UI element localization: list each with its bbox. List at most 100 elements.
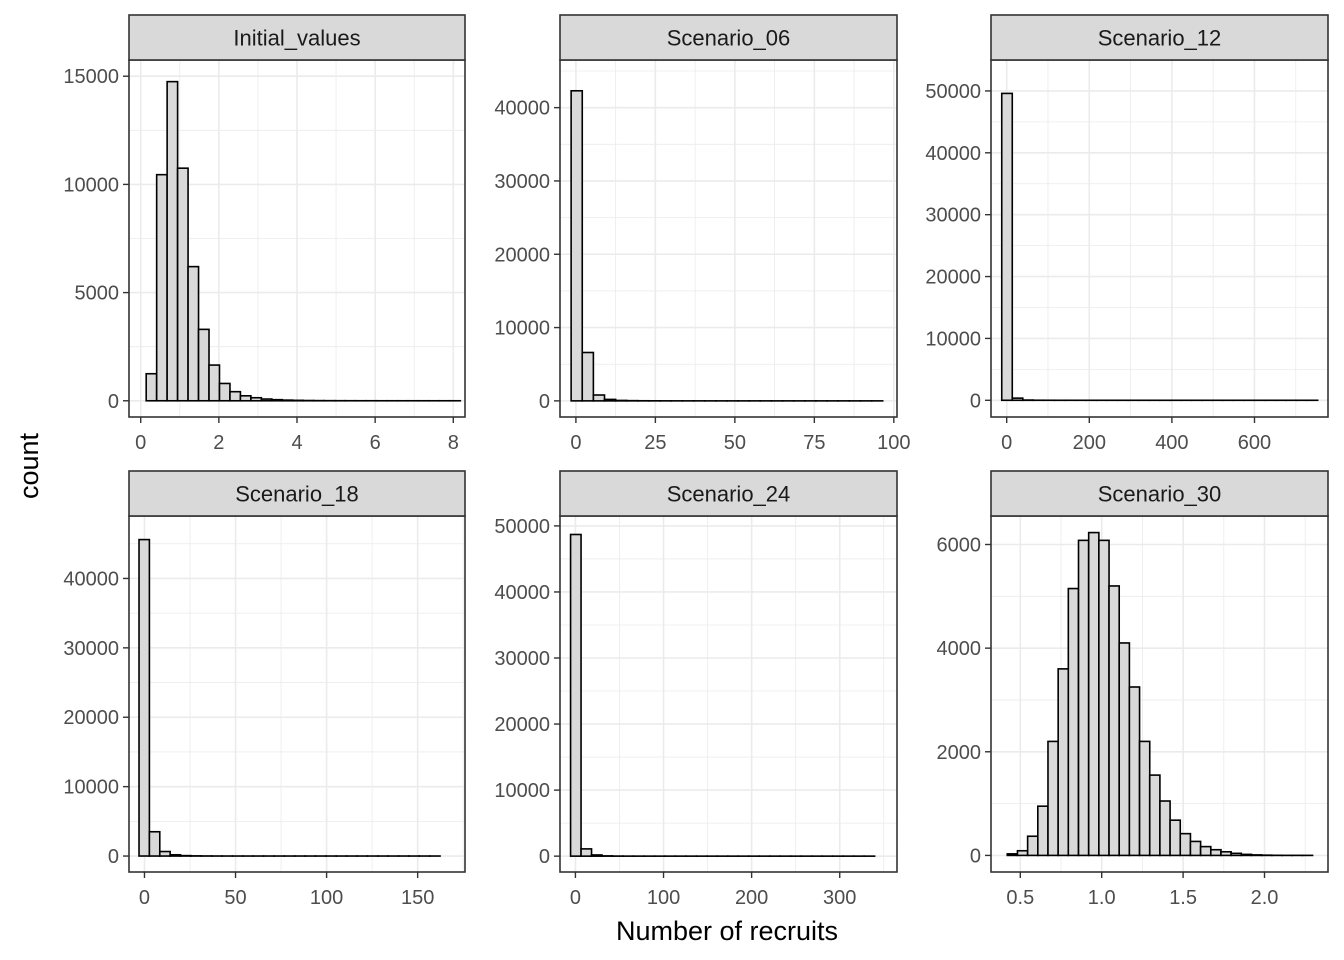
y-tick-label: 6000 (937, 535, 982, 557)
histogram-bar (1077, 539, 1090, 857)
y-tick-label: 30000 (925, 205, 981, 227)
histogram-bar (1138, 740, 1151, 857)
histogram-bar (197, 328, 210, 402)
x-tick-label: 1.0 (1088, 887, 1116, 909)
panel-initial-values: Initial_values 0 2 4 6 8 0 5000 10000 15000 (63, 14, 466, 454)
facet-title: Initial_values (233, 26, 360, 51)
facet-title: Scenario_30 (1098, 482, 1222, 507)
facet-title: Scenario_18 (235, 482, 359, 507)
y-tick-label: 30000 (494, 648, 550, 670)
x-tick-label: 25 (644, 432, 666, 454)
x-tick-label: 75 (803, 432, 825, 454)
facet-strip (559, 470, 898, 517)
histogram-bar (208, 364, 221, 402)
y-tick-label: 4000 (937, 638, 982, 660)
x-tick-label: 400 (1155, 432, 1188, 454)
x-tick-label: 8 (448, 432, 459, 454)
facet-title: Scenario_06 (667, 26, 791, 51)
histogram-bar (569, 533, 582, 857)
histogram-bar (1159, 800, 1171, 857)
histogram-bar (1067, 587, 1080, 857)
panel-scenario-06: Scenario_06 0 25 50 75 100 0 10000 20000 30000 400… (494, 14, 911, 454)
plot-background (560, 516, 897, 872)
histogram-bar (155, 173, 168, 402)
histogram-bar (148, 830, 161, 857)
y-tick-label: 50000 (494, 516, 550, 538)
histogram-bar (1026, 835, 1039, 857)
histogram-bar (250, 396, 263, 402)
x-tick-label: 100 (310, 887, 343, 909)
histogram-bar (1057, 668, 1070, 857)
histogram-bar (1016, 849, 1029, 857)
x-tick-label: 0 (570, 432, 581, 454)
histogram-bar (239, 394, 252, 402)
x-tick-label: 1.5 (1169, 887, 1197, 909)
x-tick-label: 0 (570, 887, 581, 909)
histogram-bar (1098, 539, 1110, 857)
histogram-bar (1179, 832, 1192, 857)
x-axis-title: Number of recruits (616, 916, 838, 946)
panel-scenario-30: Scenario_30 0.5 1.0 1.5 2.0 0 2000 4000 6000 (937, 470, 1329, 909)
histogram-bar (1199, 845, 1212, 857)
y-tick-label: 0 (108, 391, 119, 413)
histogram-bar (1006, 853, 1019, 857)
y-tick-label: 40000 (494, 582, 550, 604)
histogram-bar (166, 80, 179, 402)
histogram-bar (592, 394, 606, 402)
facet-strip (128, 470, 466, 517)
y-tick-label: 20000 (925, 267, 981, 289)
facet-title: Scenario_24 (667, 482, 791, 507)
y-tick-label: 10000 (925, 328, 981, 350)
panel-scenario-24: Scenario_24 0 100 200 300 0 10000 20000 30000 400… (494, 470, 898, 909)
y-tick-label: 50000 (925, 81, 981, 103)
y-tick-label: 10000 (63, 777, 119, 799)
y-tick-label: 20000 (63, 707, 119, 729)
histogram-bar (580, 848, 593, 857)
histogram-bar (176, 167, 189, 402)
histogram-bar (169, 853, 182, 857)
panel-scenario-18: Scenario_18 0 50 100 150 0 10000 20000 30000 4000… (63, 470, 466, 909)
histogram-bar (218, 382, 231, 402)
y-tick-label: 40000 (63, 568, 119, 590)
y-tick-label: 30000 (494, 171, 550, 193)
x-tick-label: 0 (135, 432, 146, 454)
histogram-bar (1128, 686, 1141, 857)
x-tick-label: 100 (877, 432, 910, 454)
histogram-bar (603, 398, 617, 402)
histogram-bar (1011, 397, 1024, 402)
histogram-bar (1189, 840, 1202, 857)
y-tick-label: 40000 (925, 143, 981, 165)
x-tick-label: 100 (647, 887, 680, 909)
histogram-bar (581, 351, 595, 402)
histogram-bar (187, 265, 200, 402)
histogram-bar (1148, 774, 1161, 857)
y-tick-label: 10000 (63, 174, 119, 196)
x-tick-label: 50 (724, 432, 746, 454)
facet-strip (559, 14, 898, 61)
x-tick-label: 4 (291, 432, 302, 454)
x-tick-label: 2.0 (1251, 887, 1279, 909)
histogram-bar (1169, 819, 1182, 857)
histogram-bar (158, 850, 171, 857)
x-tick-label: 0.5 (1006, 887, 1034, 909)
y-tick-label: 0 (970, 845, 981, 867)
histogram-bar (1250, 854, 1263, 857)
histogram-bar (260, 398, 273, 402)
panel-scenario-12: Scenario_12 0 200 400 600 0 10000 20000 30000 400… (925, 14, 1329, 454)
histogram-bar (1240, 853, 1253, 857)
histogram-bar (1047, 740, 1059, 857)
x-tick-label: 2 (213, 432, 224, 454)
y-tick-label: 20000 (494, 714, 550, 736)
x-tick-label: 600 (1238, 432, 1271, 454)
y-tick-label: 20000 (494, 244, 550, 266)
histogram-bar (1118, 642, 1131, 857)
histogram-bar (1087, 531, 1100, 857)
x-tick-label: 300 (823, 887, 856, 909)
histogram-bar (1220, 850, 1232, 857)
facet-strip (128, 14, 466, 61)
histogram-bar (570, 89, 584, 402)
y-tick-label: 2000 (937, 742, 982, 764)
x-tick-label: 6 (370, 432, 381, 454)
